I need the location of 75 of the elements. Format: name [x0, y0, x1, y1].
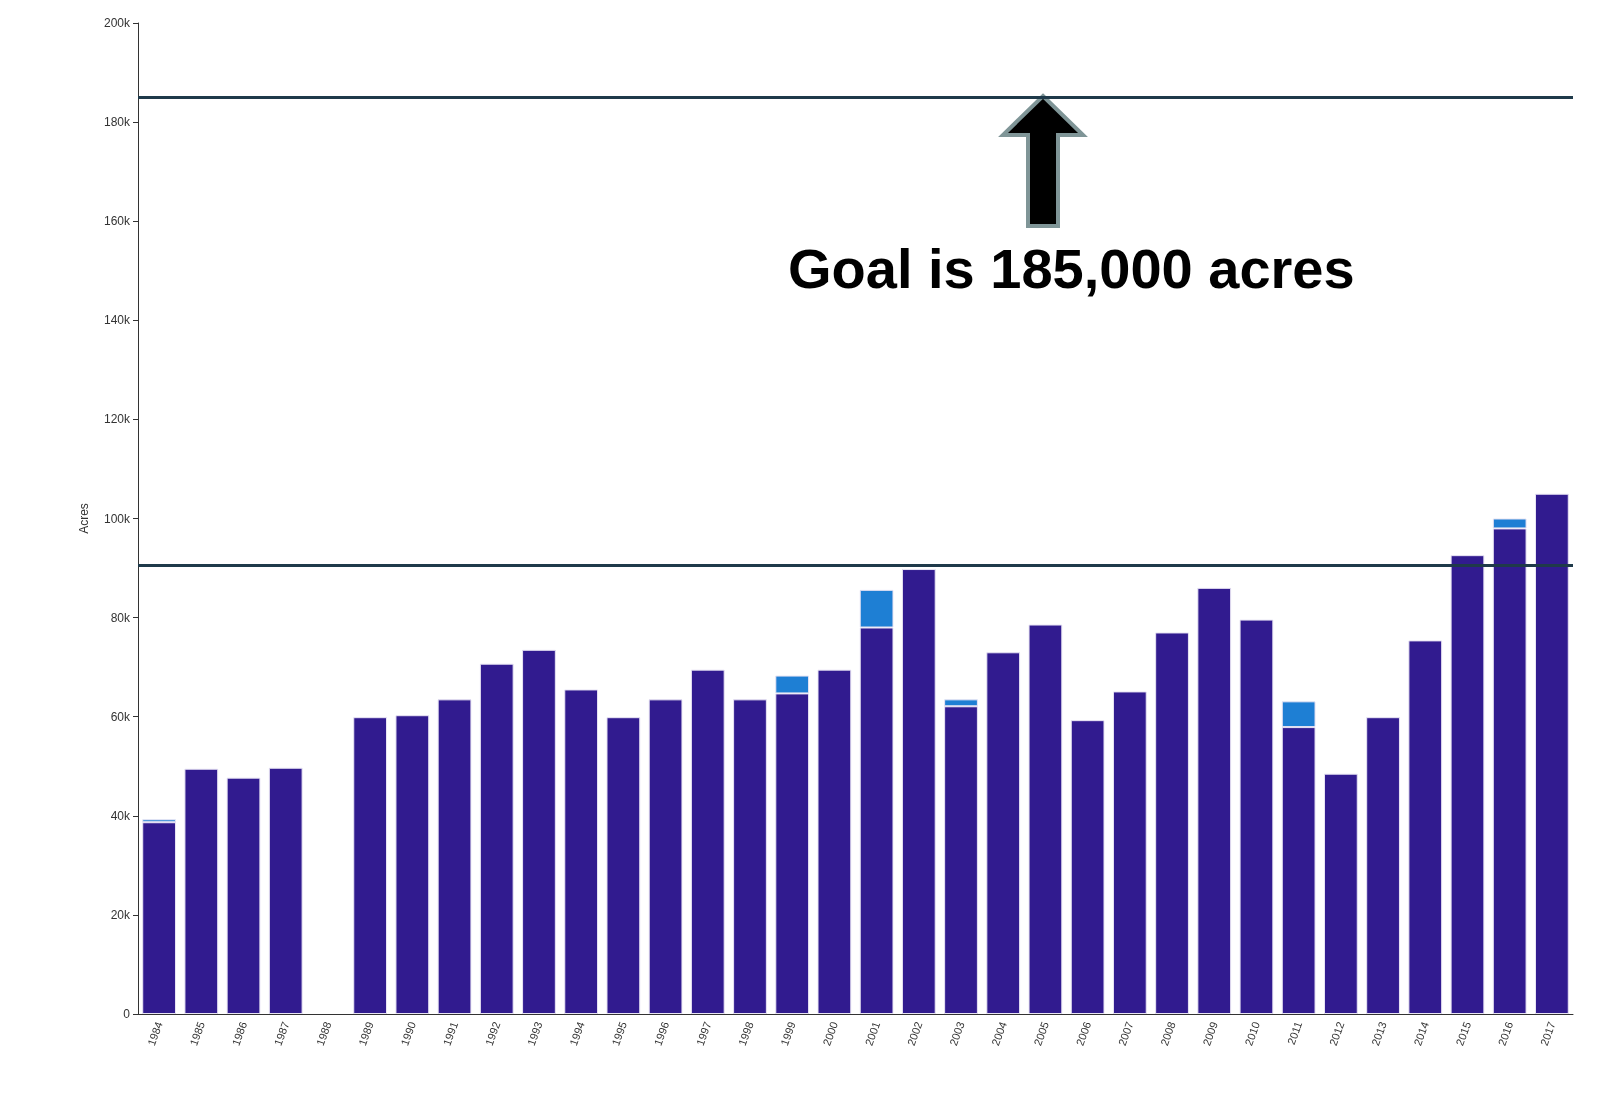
x-tick-label: 2008	[1158, 1019, 1178, 1048]
bar	[1535, 493, 1569, 1014]
x-tick-label: 1984	[145, 1019, 165, 1048]
y-axis-title: Acres	[77, 503, 91, 534]
x-tick-label: 2014	[1411, 1019, 1431, 1048]
x-tick-label: 2003	[947, 1019, 967, 1048]
bar	[648, 699, 683, 1014]
y-tick-label: 20k	[110, 907, 131, 922]
x-tick-label: 1998	[735, 1019, 756, 1048]
bar	[564, 689, 599, 1014]
y-tick-label: 160k	[103, 214, 131, 229]
x-tick-label: 1994	[567, 1019, 587, 1048]
x-tick-label: 1987	[271, 1019, 292, 1048]
bar	[1239, 619, 1274, 1014]
x-tick-label: 2010	[1242, 1019, 1263, 1048]
bar	[1028, 624, 1063, 1014]
bar	[142, 822, 176, 1014]
x-tick-label: 2002	[904, 1019, 925, 1048]
bar	[901, 569, 936, 1014]
y-tick-label: 60k	[110, 709, 131, 724]
x-tick-label: 2000	[820, 1019, 841, 1048]
bar	[479, 663, 514, 1014]
x-tick-label: 1985	[187, 1019, 207, 1048]
x-tick-label: 1999	[778, 1019, 798, 1048]
x-tick-label: 2012	[1326, 1019, 1347, 1048]
x-tick-label: 1997	[693, 1019, 714, 1048]
x-tick-label: 1988	[313, 1019, 334, 1048]
bar	[1197, 587, 1232, 1014]
x-tick-label: 1991	[440, 1019, 461, 1048]
bar	[986, 652, 1021, 1014]
bar	[226, 777, 261, 1014]
bar	[733, 699, 767, 1014]
x-tick-label: 2013	[1369, 1019, 1389, 1048]
bar	[1323, 773, 1358, 1014]
x-tick-label: 1990	[398, 1019, 418, 1048]
bar	[1450, 555, 1485, 1014]
bar	[1408, 640, 1443, 1014]
bar	[353, 717, 388, 1014]
x-tick-label: 2017	[1537, 1019, 1558, 1048]
x-tick-label: 1989	[356, 1019, 376, 1048]
bar	[437, 699, 472, 1014]
x-tick-label: 1986	[229, 1019, 250, 1048]
x-tick-label: 2004	[989, 1019, 1009, 1048]
y-tick-label: 40k	[110, 808, 131, 823]
bar	[522, 649, 556, 1014]
bar	[606, 717, 641, 1014]
x-tick-label: 2011	[1284, 1019, 1305, 1047]
x-tick-label: 2009	[1200, 1019, 1220, 1048]
bar	[1112, 691, 1147, 1014]
bar	[1155, 632, 1189, 1014]
y-tick-label: 80k	[110, 610, 131, 625]
annotation: Goal is 185,000 acres	[788, 236, 1355, 300]
x-tick-label: 2001	[862, 1019, 883, 1048]
x-tick-label: 1995	[609, 1019, 630, 1048]
y-tick-label: 180k	[103, 115, 131, 130]
y-tick-label: 0	[123, 1007, 131, 1021]
x-tick-label: 1996	[651, 1019, 672, 1048]
x-tick-label: 2006	[1073, 1019, 1094, 1048]
x-tick-label: 2005	[1031, 1019, 1052, 1048]
x-tick-label: 2007	[1115, 1019, 1136, 1048]
x-tick-label: 2015	[1453, 1019, 1474, 1048]
bar	[690, 669, 725, 1014]
bar	[268, 767, 303, 1014]
y-tick-label: 200k	[103, 16, 131, 30]
y-tick-label: 120k	[103, 412, 131, 427]
y-tick-label: 140k	[103, 313, 131, 328]
x-tick-label: 1992	[482, 1019, 503, 1048]
bar	[1366, 717, 1400, 1014]
bar	[1070, 720, 1105, 1014]
y-tick-label: 100k	[103, 511, 131, 526]
bar	[184, 768, 219, 1014]
bar	[817, 669, 852, 1014]
x-tick-label: 1993	[524, 1019, 545, 1048]
bar	[395, 715, 430, 1014]
x-tick-label: 2016	[1495, 1019, 1516, 1048]
